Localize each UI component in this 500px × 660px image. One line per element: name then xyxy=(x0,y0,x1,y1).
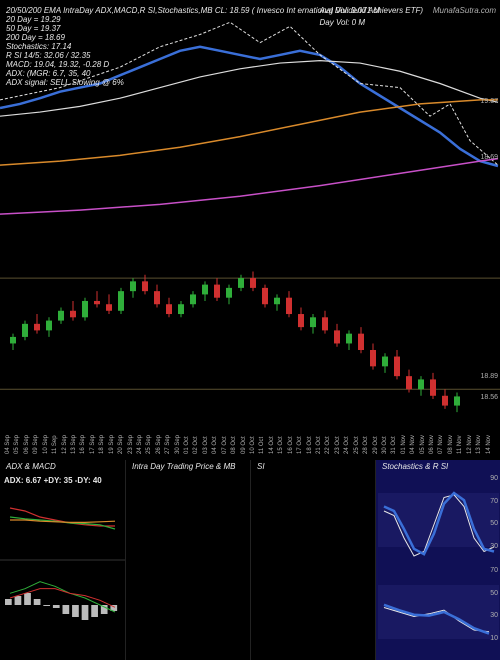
date-label: 22 Oct xyxy=(325,436,331,454)
date-label: 15 Oct xyxy=(278,436,284,454)
ma-panel: 19.3718.6920/50/200 EMA IntraDay ADX,MAC… xyxy=(0,0,500,260)
date-label: 30 Sep xyxy=(175,435,181,454)
header-line: R SI 14/5: 32.06 / 32.35 xyxy=(6,51,91,60)
date-label: 11 Sep xyxy=(52,435,58,454)
date-label: 18 Sep xyxy=(99,435,105,454)
date-label: 06 Nov xyxy=(429,435,435,454)
date-label: 10 Sep xyxy=(43,435,49,454)
date-label: 31 Oct xyxy=(391,436,397,454)
header-line: ADX signal: SELL Slowing @ 6% xyxy=(6,78,124,87)
date-label: 08 Nov xyxy=(448,435,454,454)
date-label: 23 Sep xyxy=(128,435,134,454)
avg-vol-label: Avg Vol: 0.071 M xyxy=(320,6,380,15)
date-label: 04 Sep xyxy=(5,435,11,454)
date-label: 24 Oct xyxy=(344,436,350,454)
header-line: 200 Day = 18.69 xyxy=(6,33,65,42)
date-label: 25 Sep xyxy=(146,435,152,454)
date-label: 10 Oct xyxy=(250,436,256,454)
stoch-ylabel: 10 xyxy=(490,635,498,642)
candle-yaxis-label: 18.89 xyxy=(480,373,498,380)
date-label: 20 Sep xyxy=(118,435,124,454)
date-label: 05 Nov xyxy=(420,435,426,454)
panel-title: Intra Day Trading Price & MB xyxy=(132,462,235,471)
panel-title: SI xyxy=(257,462,265,471)
date-label: 14 Nov xyxy=(486,435,492,454)
date-label: 13 Sep xyxy=(71,435,77,454)
panel-title: ADX & MACD xyxy=(6,462,56,471)
date-label: 12 Nov xyxy=(467,435,473,454)
date-label: 27 Sep xyxy=(165,435,171,454)
bottom-panel-empty: SI xyxy=(250,460,375,660)
date-label: 09 Oct xyxy=(241,436,247,454)
stoch-ylabel: 30 xyxy=(490,612,498,619)
stoch-ylabel: 50 xyxy=(490,520,498,527)
date-label: 17 Sep xyxy=(90,435,96,454)
bottom-panel-intraday: Intra Day Trading Price & MB xyxy=(125,460,250,660)
date-label: 26 Sep xyxy=(156,435,162,454)
date-label: 04 Nov xyxy=(410,435,416,454)
date-label: 16 Oct xyxy=(288,436,294,454)
date-label: 11 Nov xyxy=(457,435,463,454)
stoch-ylabel: 90 xyxy=(490,475,498,482)
source-label: MunafaSutra.com xyxy=(433,6,496,15)
date-label: 07 Oct xyxy=(222,436,228,454)
date-label: 11 Oct xyxy=(259,437,265,454)
panel-title: Stochastics & R SI xyxy=(382,462,448,471)
candle-panel: 18.89 18.56 xyxy=(0,260,500,440)
date-label: 16 Sep xyxy=(80,435,86,454)
header-line: Stochastics: 17.14 xyxy=(6,42,71,51)
date-label: 29 Oct xyxy=(373,436,379,454)
date-label: 14 Oct xyxy=(269,436,275,454)
date-label: 13 Nov xyxy=(476,435,482,454)
date-label: 07 Nov xyxy=(438,435,444,454)
stoch-ylabel: 70 xyxy=(490,498,498,505)
date-label: 23 Oct xyxy=(335,436,341,454)
date-label: 24 Sep xyxy=(137,435,143,454)
date-label: 19 Sep xyxy=(109,435,115,454)
date-label: 01 Oct xyxy=(184,436,190,454)
header-line: 50 Day = 19.37 xyxy=(6,24,60,33)
date-label: 09 Sep xyxy=(33,435,39,454)
header-line: MACD: 19.04, 19.32, -0.28 D xyxy=(6,60,109,69)
date-label: 21 Oct xyxy=(316,436,322,454)
candle-yaxis-label: 18.56 xyxy=(480,394,498,401)
date-label: 08 Oct xyxy=(231,436,237,454)
stoch-ylabel: 30 xyxy=(490,543,498,550)
header-line: ADX: (MGR: 6.7, 35, 40 xyxy=(6,69,90,78)
date-label: 25 Oct xyxy=(354,436,360,454)
date-label: 05 Sep xyxy=(14,435,20,454)
adx-label: ADX: 6.67 +DY: 35 -DY: 40 xyxy=(4,476,102,485)
date-label: 30 Oct xyxy=(382,436,388,454)
date-label: 02 Oct xyxy=(193,436,199,454)
header-line: 20 Day = 19.29 xyxy=(6,15,60,24)
date-label: 06 Sep xyxy=(24,435,30,454)
stoch-ylabel: 70 xyxy=(490,567,498,574)
date-axis: 04 Sep05 Sep06 Sep09 Sep10 Sep11 Sep12 S… xyxy=(0,440,500,460)
ma-yaxis-label: 18.69 xyxy=(480,154,498,161)
day-vol-label: Day Vol: 0 M xyxy=(320,18,366,27)
date-label: 12 Sep xyxy=(62,435,68,454)
date-label: 01 Nov xyxy=(401,435,407,454)
bottom-panel-stoch: Stochastics & R SI 90 70 50 30 70 50 30 10 xyxy=(375,460,500,660)
date-label: 17 Oct xyxy=(297,436,303,454)
bottom-panel-adx_macd: ADX & MACD ADX: 6.67 +DY: 35 -DY: 40 xyxy=(0,460,125,660)
stoch-ylabel: 50 xyxy=(490,590,498,597)
date-label: 28 Oct xyxy=(363,436,369,454)
ma-yaxis-label: 19.37 xyxy=(480,98,498,105)
date-label: 04 Oct xyxy=(212,436,218,454)
date-label: 03 Oct xyxy=(203,436,209,454)
date-label: 18 Oct xyxy=(307,436,313,454)
